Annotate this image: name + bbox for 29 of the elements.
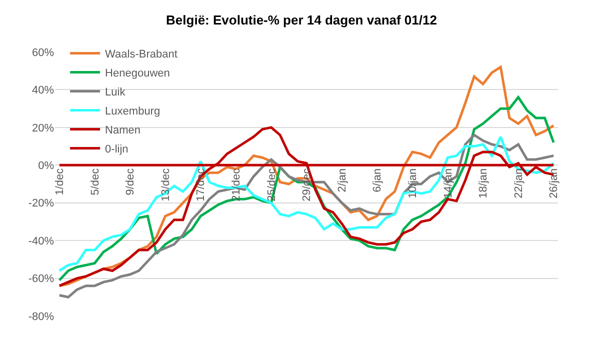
x-tick-label: 25/dec	[266, 168, 278, 202]
y-tick-label: 0%	[38, 160, 54, 172]
x-tick-label: 29/dec	[301, 168, 314, 202]
legend-label: Luxemburg	[105, 106, 160, 118]
x-tick-label: 1/dec	[54, 168, 66, 196]
x-tick-label: 6/jan	[372, 168, 384, 192]
x-tick-label: 17/dec	[195, 168, 208, 202]
y-tick-label: 20%	[32, 122, 54, 134]
y-tick-label: -60%	[28, 273, 54, 286]
legend-label: Henegouwen	[105, 68, 170, 80]
legend-label: Luik	[105, 86, 126, 99]
x-tick-label: 2/jan	[336, 168, 348, 192]
x-tick-label: 21/dec	[230, 168, 242, 202]
legend-label: 0-lijn	[105, 144, 128, 156]
y-tick-label: -40%	[28, 235, 54, 248]
x-tick-label: 14/jan	[442, 168, 454, 198]
x-tick-label: 26/jan	[548, 168, 560, 198]
legend-label: Waals-Brabant	[105, 48, 178, 61]
y-tick-label: 40%	[32, 84, 54, 97]
x-tick-label: 18/jan	[478, 168, 490, 198]
y-tick-label: -20%	[28, 198, 54, 210]
x-tick-label: 22/jan	[512, 168, 525, 198]
chart-title: België: Evolutie-% per 14 dagen vanaf 01/12	[166, 12, 437, 28]
x-tick-label: 5/dec	[89, 168, 102, 196]
x-tick-label: 9/dec	[124, 168, 137, 196]
y-tick-label: 60%	[32, 46, 54, 59]
x-tick-label: 13/dec	[160, 168, 172, 202]
y-tick-label: -80%	[28, 310, 54, 323]
legend-label: Namen	[105, 124, 141, 137]
